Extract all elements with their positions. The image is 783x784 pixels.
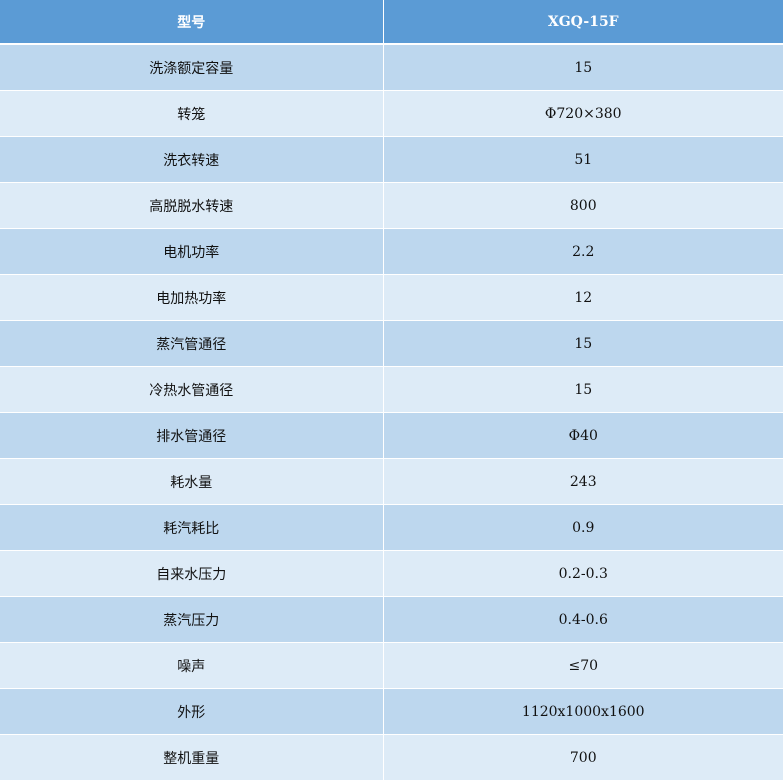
spec-value: 12 <box>382 274 783 321</box>
spec-value: 2.2 <box>382 228 783 275</box>
spec-name: 冷热水管通径 <box>0 366 384 413</box>
spec-name: 电机功率 <box>0 228 384 275</box>
spec-name: 洗涤额定容量 <box>0 43 384 91</box>
spec-value: ≤70 <box>382 642 783 689</box>
spec-name: 蒸汽压力 <box>0 596 384 643</box>
spec-value: 243 <box>382 458 783 505</box>
spec-name: 高脱脱水转速 <box>0 182 384 229</box>
spec-name: 蒸汽管通径 <box>0 320 384 367</box>
table-row: 整机重量 700 <box>0 734 783 781</box>
spec-name: 自来水压力 <box>0 550 384 597</box>
table-row: 洗衣转速 51 <box>0 136 783 183</box>
spec-value: 15 <box>382 43 783 91</box>
spec-name: 耗汽耗比 <box>0 504 384 551</box>
header-row: 型号 XGQ-15F <box>0 0 783 45</box>
table-row: 耗汽耗比 0.9 <box>0 504 783 551</box>
spec-value: 51 <box>382 136 783 183</box>
spec-value: 700 <box>382 734 783 781</box>
spec-value: 800 <box>382 182 783 229</box>
table-row: 蒸汽管通径 15 <box>0 320 783 367</box>
table-row: 电加热功率 12 <box>0 274 783 321</box>
spec-name: 洗衣转速 <box>0 136 384 183</box>
table-row: 噪声 ≤70 <box>0 642 783 689</box>
table-row: 转笼 Φ720×380 <box>0 90 783 137</box>
spec-value: 15 <box>382 320 783 367</box>
spec-value: 0.4-0.6 <box>382 596 783 643</box>
spec-name: 耗水量 <box>0 458 384 505</box>
table-row: 高脱脱水转速 800 <box>0 182 783 229</box>
table-row: 耗水量 243 <box>0 458 783 505</box>
spec-value: 1120x1000x1600 <box>382 688 783 735</box>
spec-value: Φ40 <box>382 412 783 459</box>
spec-name: 噪声 <box>0 642 384 689</box>
table-row: 冷热水管通径 15 <box>0 366 783 413</box>
spec-name: 整机重量 <box>0 734 384 781</box>
spec-name: 排水管通径 <box>0 412 384 459</box>
spec-value: 15 <box>382 366 783 413</box>
table-row: 自来水压力 0.2-0.3 <box>0 550 783 597</box>
table-row: 电机功率 2.2 <box>0 228 783 275</box>
table-row: 排水管通径 Φ40 <box>0 412 783 459</box>
table-row: 蒸汽压力 0.4-0.6 <box>0 596 783 643</box>
spec-value: Φ720×380 <box>382 90 783 137</box>
spec-name: 外形 <box>0 688 384 735</box>
table-row: 外形 1120x1000x1600 <box>0 688 783 735</box>
header-model: XGQ-15F <box>382 0 783 45</box>
spec-value: 0.2-0.3 <box>382 550 783 597</box>
header-label: 型号 <box>0 0 384 45</box>
spec-name: 电加热功率 <box>0 274 384 321</box>
table-row: 洗涤额定容量 15 <box>0 43 783 91</box>
spec-name: 转笼 <box>0 90 384 137</box>
spec-value: 0.9 <box>382 504 783 551</box>
